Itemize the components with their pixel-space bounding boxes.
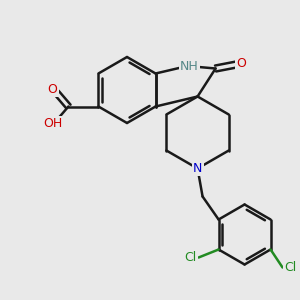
Text: Cl: Cl (184, 251, 197, 264)
Text: NH: NH (180, 59, 199, 73)
Text: O: O (237, 57, 247, 70)
Text: OH: OH (43, 117, 62, 130)
Text: Cl: Cl (284, 261, 297, 274)
Text: O: O (47, 83, 57, 96)
Text: N: N (193, 162, 202, 175)
